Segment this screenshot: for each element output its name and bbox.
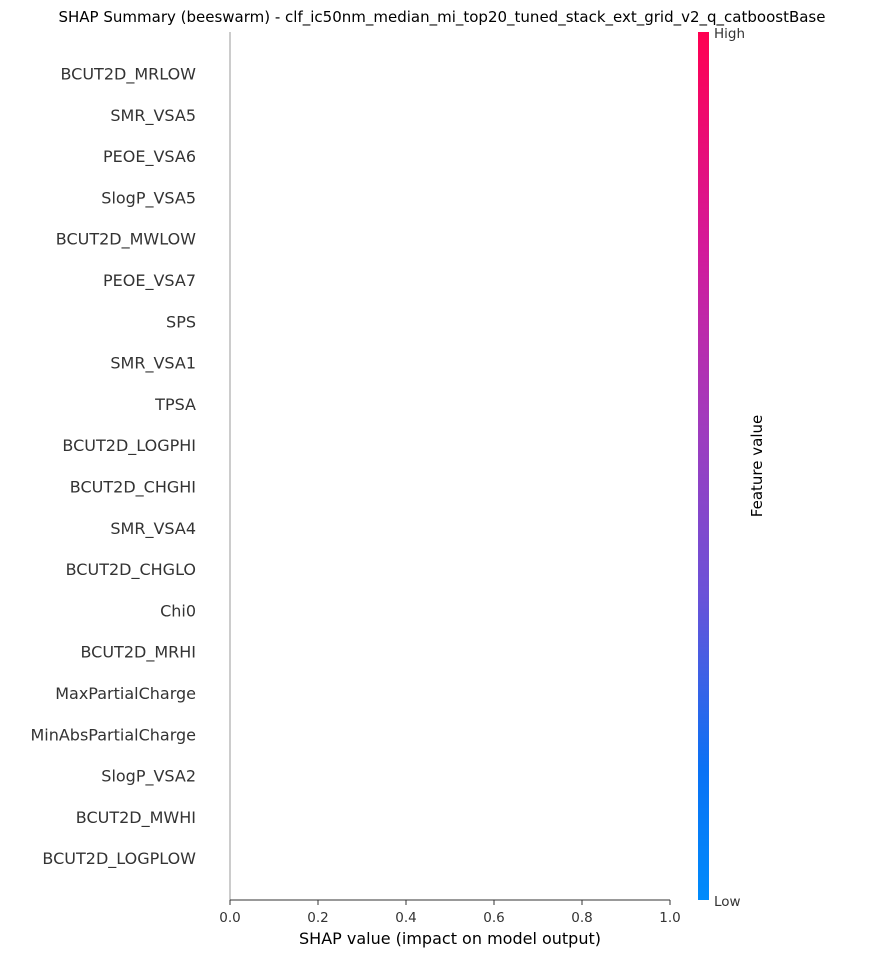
x-axis: 0.0 0.2 0.4 0.6 0.8 1.0: [219, 899, 681, 926]
colorbar-gradient: [698, 32, 709, 900]
chart-title: SHAP Summary (beeswarm) - clf_ic50nm_med…: [59, 8, 826, 27]
feature-label: SlogP_VSA2: [101, 767, 196, 787]
x-axis-label: SHAP value (impact on model output): [299, 929, 601, 948]
feature-label: Chi0: [160, 601, 196, 620]
x-tick-label: 0.4: [395, 910, 416, 926]
feature-label: BCUT2D_CHGLO: [66, 560, 196, 580]
feature-label: BCUT2D_MWHI: [76, 808, 196, 828]
colorbar-title: Feature value: [748, 415, 766, 517]
feature-label: BCUT2D_MWLOW: [56, 230, 196, 250]
feature-label: PEOE_VSA6: [103, 147, 196, 167]
feature-label: SMR_VSA1: [110, 354, 196, 374]
feature-label: SlogP_VSA5: [101, 188, 196, 208]
feature-label: SMR_VSA5: [110, 106, 196, 126]
colorbar-low-label: Low: [714, 894, 741, 910]
colorbar: High Low Feature value: [698, 26, 766, 910]
x-tick-label: 0.8: [571, 910, 592, 926]
feature-label: SMR_VSA4: [110, 519, 196, 539]
feature-label: BCUT2D_CHGHI: [70, 478, 196, 498]
x-tick-label: 1.0: [659, 910, 680, 926]
x-ticks: 0.0 0.2 0.4 0.6 0.8 1.0: [219, 900, 681, 926]
feature-label: BCUT2D_MRHI: [80, 643, 196, 663]
x-tick-label: 0.2: [307, 910, 328, 926]
feature-label: MaxPartialCharge: [55, 684, 196, 703]
feature-label: BCUT2D_LOGPLOW: [42, 849, 196, 869]
feature-label: SPS: [166, 312, 196, 331]
feature-label: PEOE_VSA7: [103, 271, 196, 291]
feature-label: TPSA: [154, 395, 196, 414]
x-tick-label: 0.0: [219, 910, 240, 926]
colorbar-high-label: High: [714, 26, 745, 42]
feature-labels: BCUT2D_MRLOW SMR_VSA5 PEOE_VSA6 SlogP_VSA5 B…: [30, 65, 196, 870]
feature-label: BCUT2D_MRLOW: [60, 65, 196, 85]
feature-label: BCUT2D_LOGPHI: [62, 436, 196, 456]
x-tick-label: 0.6: [483, 910, 504, 926]
feature-label: MinAbsPartialCharge: [30, 725, 196, 744]
